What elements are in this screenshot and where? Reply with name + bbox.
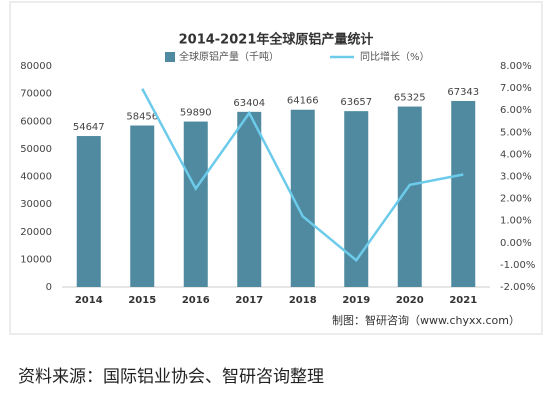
x-tick-label: 2014	[75, 295, 103, 306]
x-tick-label: 2017	[235, 295, 263, 306]
line	[141, 88, 464, 263]
x-tick-label: 2015	[128, 295, 156, 306]
y2-tick-label: 1.00%	[500, 216, 532, 227]
y-tick-label: 40000	[20, 172, 52, 183]
bar	[237, 111, 262, 287]
bar	[183, 121, 208, 287]
y2-tick-label: -2.00%	[500, 282, 535, 293]
source-note: 资料来源：国际铝业协会、智研咨询整理	[18, 367, 324, 387]
y-tick-label: 20000	[20, 227, 52, 238]
data-label: 58456	[126, 112, 158, 123]
data-label: 59890	[180, 108, 212, 119]
y2-tick-label: 5.00%	[500, 127, 532, 138]
data-label: 54647	[73, 122, 105, 133]
bar	[130, 125, 155, 288]
legend-label: 全球原铝产量（千吨）	[179, 50, 279, 63]
y2-tick-label: 2.00%	[500, 194, 532, 205]
y-tick-label: 50000	[20, 144, 52, 155]
data-label: 63657	[340, 97, 372, 108]
legend-label: 同比增长（%）	[360, 50, 430, 63]
data-label: 63404	[233, 98, 265, 109]
y-tick-label: 30000	[20, 199, 52, 210]
y2-tick-label: 6.00%	[500, 105, 532, 116]
y2-tick-label: -1.00%	[500, 260, 535, 271]
x-tick-label: 2018	[289, 295, 317, 306]
y2-tick-label: 0.00%	[500, 238, 532, 249]
y-tick-label: 80000	[20, 61, 52, 72]
x-tick-label: 2020	[396, 295, 424, 306]
legend-swatch	[165, 52, 175, 62]
bar	[451, 100, 476, 287]
credit: 制图：智研咨询（www.chyxx.com）	[332, 313, 520, 327]
y-tick-label: 70000	[20, 89, 52, 100]
y2-tick-label: 7.00%	[500, 83, 532, 94]
y-tick-label: 10000	[20, 254, 52, 265]
y-tick-label: 60000	[20, 116, 52, 127]
y2-tick-label: 8.00%	[500, 61, 532, 72]
y2-tick-label: 4.00%	[500, 149, 532, 160]
data-label: 64166	[287, 96, 319, 107]
bar	[76, 136, 101, 287]
bar	[344, 111, 369, 287]
x-tick-label: 2016	[182, 295, 210, 306]
data-label: 65325	[394, 93, 426, 104]
data-label: 67343	[447, 87, 479, 98]
chart-title: 2014-2021年全球原铝产量统计	[179, 32, 374, 48]
y-tick-label: 0	[46, 282, 52, 293]
x-tick-label: 2021	[449, 295, 477, 306]
y2-tick-label: 3.00%	[500, 172, 532, 183]
x-tick-label: 2019	[342, 295, 370, 306]
